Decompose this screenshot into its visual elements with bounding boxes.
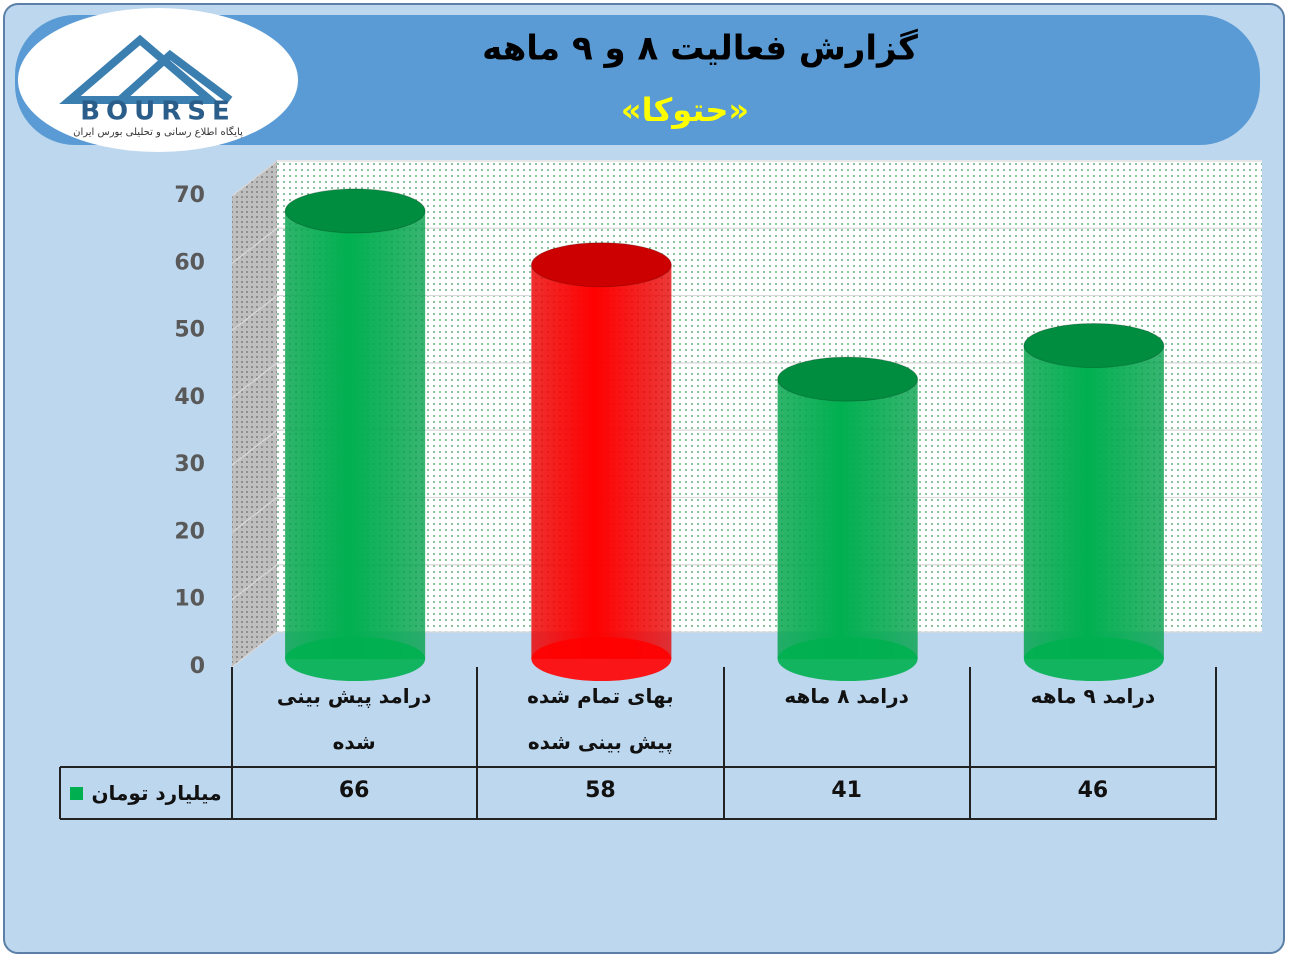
data-label: 58 (478, 768, 725, 818)
category-label: بهای تمام شده پیش بینی شده (478, 667, 725, 767)
grid-line (231, 631, 1262, 668)
bar-bottom (1023, 637, 1164, 681)
y-tick-label: 0 (190, 654, 205, 679)
grid-line (231, 362, 1262, 399)
logo-icon (117, 49, 233, 104)
y-tick-label: 60 (174, 250, 205, 275)
bar-bottom (531, 637, 672, 681)
chart-subtitle: «حتوکا» (621, 91, 749, 129)
grid-line (231, 564, 1262, 601)
bar-top (530, 242, 672, 288)
y-tick-label: 30 (174, 452, 205, 477)
bar-bottom (285, 637, 426, 681)
legend-entry: میلیارد تومان (60, 768, 232, 818)
bar (777, 379, 918, 659)
logo-tagline: پایگاه اطلاع رسانی و تحلیلی بورس ایران (73, 126, 243, 138)
grid-line (231, 429, 1262, 466)
y-tick-label: 40 (174, 385, 205, 410)
data-label: 46 (971, 768, 1217, 818)
y-tick-label: 20 (174, 519, 205, 544)
bar-bottom (777, 637, 918, 681)
logo-name: BOURSE (80, 97, 236, 127)
grid-line (231, 496, 1262, 533)
category-label: درامد ۸ ماهه (725, 667, 971, 767)
y-tick-label: 70 (174, 183, 205, 208)
grid-line (231, 227, 1262, 264)
bar-top (777, 356, 919, 402)
logo-icon (59, 34, 221, 104)
grid-line (231, 294, 1262, 332)
y-tick-label: 50 (174, 318, 205, 343)
bar (531, 264, 672, 659)
y-tick-label: 10 (174, 587, 205, 612)
category-label: درامد ۹ ماهه (971, 667, 1217, 767)
logo-bg (18, 8, 298, 152)
bar (285, 210, 426, 659)
data-label: 41 (725, 768, 971, 818)
grid-line (231, 160, 1262, 197)
header-banner (15, 15, 1260, 145)
legend-label: میلیارد تومان (91, 781, 222, 805)
bar-top (284, 188, 426, 234)
legend-swatch (70, 786, 84, 800)
bar (1023, 345, 1164, 659)
category-label: درامد پیش بینی شده (232, 667, 479, 767)
side-wall (232, 160, 277, 667)
bar-top (1023, 322, 1165, 368)
data-label: 66 (232, 768, 479, 818)
chart-title: گزارش فعالیت ۸ و ۹ ماهه (482, 29, 918, 69)
